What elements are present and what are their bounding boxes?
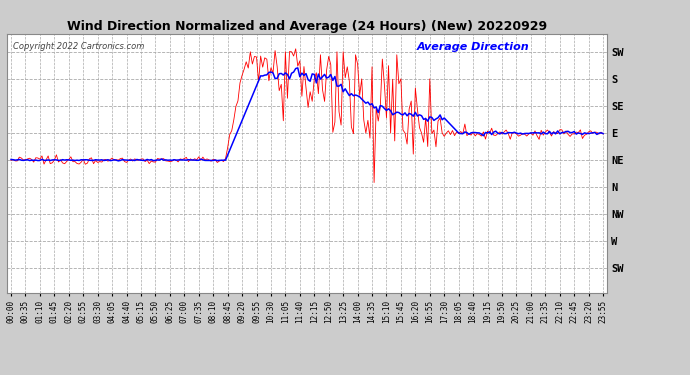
Text: Average Direction: Average Direction [417, 42, 529, 51]
Text: Copyright 2022 Cartronics.com: Copyright 2022 Cartronics.com [13, 42, 144, 51]
Title: Wind Direction Normalized and Average (24 Hours) (New) 20220929: Wind Direction Normalized and Average (2… [67, 20, 547, 33]
